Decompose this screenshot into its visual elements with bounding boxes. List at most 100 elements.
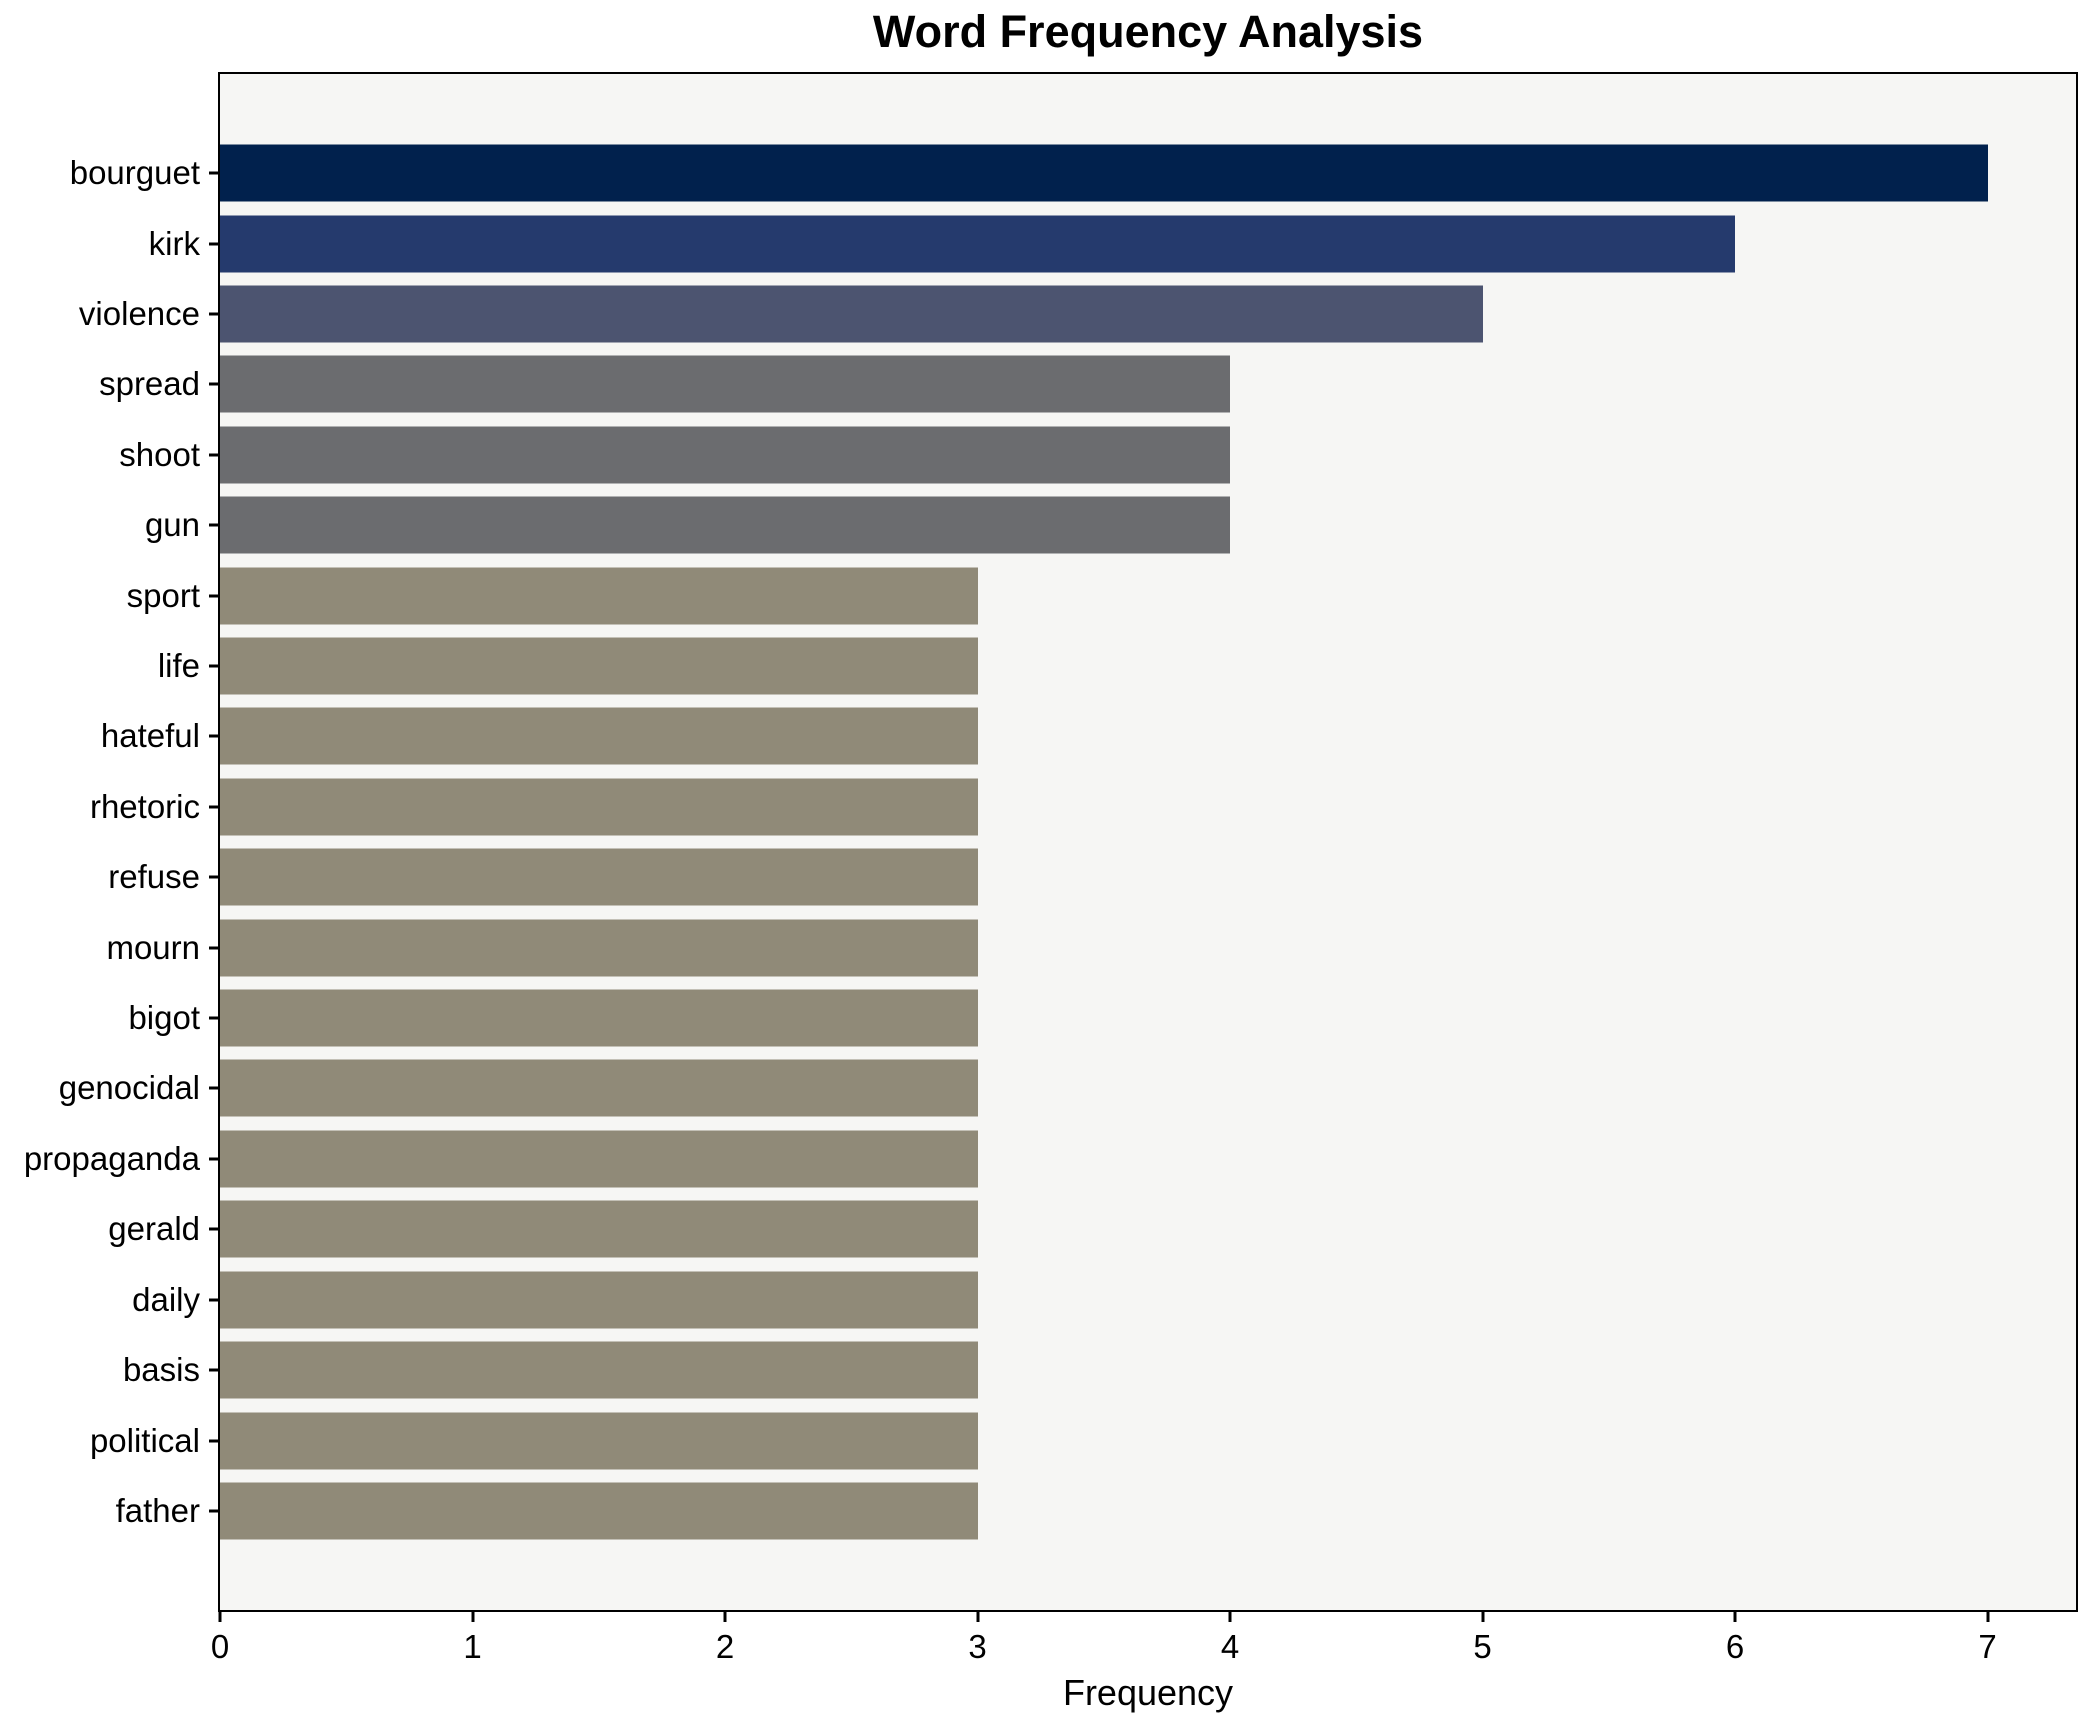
- x-tick-label: 5: [1473, 1628, 1492, 1665]
- x-tick-mark: [976, 1612, 980, 1622]
- bar: [220, 1412, 978, 1470]
- bar: [220, 285, 1483, 343]
- y-tick-mark: [209, 664, 218, 668]
- bar: [220, 848, 978, 906]
- x-tick-mark: [471, 1612, 475, 1622]
- x-tick-label: 7: [1978, 1628, 1997, 1665]
- bar-row: violence: [79, 279, 2076, 349]
- x-tick-label: 2: [715, 1628, 735, 1665]
- bar-row: bigot: [128, 983, 2076, 1053]
- y-tick-mark: [209, 1227, 218, 1231]
- bar: [220, 1271, 978, 1329]
- bar: [220, 426, 1231, 484]
- y-axis-label: propaganda: [23, 1139, 200, 1177]
- chart-title: Word Frequency Analysis: [872, 6, 1424, 57]
- y-axis-label: gerald: [108, 1210, 200, 1248]
- y-tick-mark: [209, 523, 218, 527]
- bar: [220, 1130, 978, 1188]
- y-tick-mark: [209, 875, 218, 879]
- y-axis-label: mourn: [106, 928, 200, 966]
- y-axis-label: kirk: [148, 224, 200, 262]
- y-tick-mark: [209, 171, 218, 175]
- bar: [220, 496, 1231, 554]
- bar-row: daily: [132, 1265, 2076, 1335]
- y-axis-label: political: [89, 1421, 200, 1459]
- y-axis-label: gun: [144, 506, 200, 544]
- bar-row: gerald: [108, 1194, 2076, 1264]
- y-axis-label: bourguet: [69, 154, 200, 192]
- y-tick-mark: [209, 1439, 218, 1443]
- bar: [220, 144, 1988, 202]
- y-tick-mark: [209, 382, 218, 386]
- y-tick-mark: [209, 1298, 218, 1302]
- bar-rows: bourguet kirk violence spread shoot gun sport l…: [24, 138, 2076, 1546]
- y-axis-label: violence: [78, 295, 200, 333]
- x-tick-label: 6: [1725, 1628, 1745, 1665]
- y-axis-label: hateful: [100, 717, 200, 755]
- bar: [220, 1200, 978, 1258]
- bar-row: spread: [99, 349, 2076, 419]
- y-tick-mark: [209, 1157, 218, 1161]
- y-axis-label: daily: [132, 1280, 200, 1318]
- y-axis-label: sport: [126, 576, 200, 614]
- bar: [220, 919, 978, 977]
- bar-row: refuse: [108, 842, 2076, 912]
- x-tick-mark: [1228, 1612, 1232, 1622]
- bar-row: sport: [127, 560, 2076, 630]
- y-axis-label: shoot: [119, 435, 200, 473]
- x-tick-label: 3: [968, 1628, 987, 1665]
- bar: [220, 567, 978, 625]
- bar: [220, 355, 1231, 413]
- bar: [220, 1059, 978, 1117]
- bar-row: genocidal: [59, 1053, 2076, 1123]
- y-axis-label: basis: [122, 1351, 200, 1389]
- bar-row: mourn: [106, 912, 2076, 982]
- bar: [220, 778, 978, 836]
- bar-row: kirk: [149, 208, 2076, 278]
- bar: [220, 215, 1736, 273]
- x-tick-mark: [1986, 1612, 1990, 1622]
- x-tick-label: 4: [1220, 1628, 1240, 1665]
- bar-row: rhetoric: [90, 772, 2076, 842]
- x-tick-label: 0: [210, 1628, 230, 1665]
- bar-row: bourguet: [70, 138, 2076, 208]
- x-tick-mark: [1733, 1612, 1737, 1622]
- y-tick-mark: [209, 594, 218, 598]
- plot-area: bourguet kirk violence spread shoot gun sport l…: [24, 72, 2078, 1713]
- bar-row: gun: [145, 490, 2076, 560]
- y-tick-mark: [209, 453, 218, 457]
- x-tick-label: 1: [463, 1628, 482, 1665]
- bar: [220, 707, 978, 765]
- y-tick-mark: [209, 1368, 218, 1372]
- y-tick-mark: [209, 946, 218, 950]
- bar: [220, 989, 978, 1047]
- x-tick-mark: [1481, 1612, 1485, 1622]
- bar-row: father: [116, 1476, 2076, 1546]
- y-tick-mark: [209, 242, 218, 246]
- y-tick-mark: [209, 1509, 218, 1513]
- y-axis-label: bigot: [128, 999, 200, 1037]
- y-axis-label: rhetoric: [89, 787, 200, 825]
- bar: [220, 1482, 978, 1540]
- bar: [220, 637, 978, 695]
- bar: [220, 1341, 978, 1399]
- y-axis-label: refuse: [108, 858, 200, 896]
- x-tick-mark: [218, 1612, 222, 1622]
- y-tick-mark: [209, 805, 218, 809]
- x-axis-title: Frequency: [1062, 1672, 1234, 1713]
- bar-row: life: [158, 631, 2076, 701]
- y-tick-mark: [209, 1016, 218, 1020]
- y-axis-label: spread: [99, 365, 200, 403]
- bar-row: shoot: [119, 420, 2076, 490]
- x-tick-mark: [723, 1612, 727, 1622]
- y-tick-mark: [209, 1086, 218, 1090]
- bar-row: hateful: [101, 701, 2076, 771]
- y-axis-label: life: [157, 647, 200, 685]
- y-tick-mark: [209, 312, 218, 316]
- bar-row: basis: [123, 1335, 2076, 1405]
- bar-row: propaganda: [24, 1124, 2076, 1194]
- y-axis-label: father: [115, 1491, 200, 1529]
- y-axis-label: genocidal: [58, 1069, 200, 1107]
- bar-row: political: [90, 1405, 2076, 1475]
